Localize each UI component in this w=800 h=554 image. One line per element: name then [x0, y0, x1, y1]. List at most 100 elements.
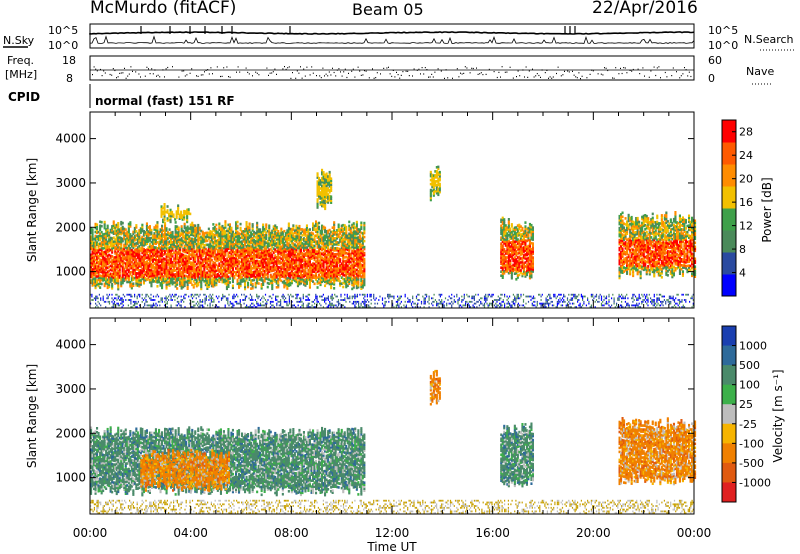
echo-cell	[242, 266, 245, 269]
echo-cell	[271, 285, 274, 289]
echo-cell	[230, 236, 233, 240]
nave-mark	[127, 75, 129, 77]
echo-cell	[236, 238, 239, 242]
echo-cell	[96, 267, 99, 270]
echo-cell	[111, 255, 114, 258]
echo-cell	[218, 254, 221, 257]
echo-cell	[108, 249, 111, 253]
echo-cell	[121, 261, 124, 265]
echo-cell	[215, 283, 218, 287]
echo-cell	[106, 260, 109, 264]
echo-cell	[281, 275, 284, 278]
echo-cell	[228, 241, 231, 244]
echo-cell	[204, 275, 207, 279]
nave-mark	[463, 72, 465, 74]
echo-cell	[138, 241, 141, 244]
echo-cell	[259, 236, 262, 239]
echo-cell	[132, 246, 135, 250]
echo-cell	[296, 268, 299, 272]
echo-cell	[209, 260, 212, 263]
echo-cell	[225, 259, 228, 263]
echo-cell	[118, 256, 121, 259]
echo-cell	[158, 232, 161, 236]
echo-cell	[256, 273, 259, 277]
echo-cell	[266, 241, 269, 245]
echo-cell	[274, 250, 277, 253]
echo-cell	[301, 246, 304, 249]
nave-mark	[412, 75, 413, 77]
echo-cell	[244, 229, 247, 233]
echo-cell	[299, 282, 302, 285]
echo-cell	[230, 244, 233, 248]
echo-cell	[191, 231, 194, 235]
nave-mark	[618, 73, 620, 75]
echo-cell	[239, 236, 242, 240]
echo-cell	[308, 260, 311, 263]
echo-cell	[165, 237, 168, 240]
echo-cell	[132, 256, 135, 260]
echo-cell	[186, 279, 189, 282]
echo-cell	[154, 246, 157, 249]
echo-cell	[283, 259, 286, 263]
echo-cell	[247, 233, 250, 237]
echo-cell	[219, 226, 222, 229]
echo-cell	[206, 231, 209, 235]
echo-cell	[281, 233, 284, 236]
echo-cell	[114, 256, 117, 259]
echo-cell	[191, 241, 194, 245]
echo-cell	[235, 261, 238, 264]
echo-cell	[141, 251, 144, 255]
echo-cell	[154, 264, 157, 267]
echo-cell	[259, 260, 262, 263]
echo-cell	[295, 246, 298, 250]
echo-cell	[161, 258, 164, 262]
echo-cell	[257, 256, 260, 259]
echo-cell	[228, 247, 231, 250]
echo-cell	[127, 250, 130, 254]
echo-cell	[286, 257, 289, 260]
echo-cell	[277, 269, 280, 273]
echo-cell	[182, 253, 185, 257]
echo-cell	[185, 234, 188, 238]
echo-cell	[221, 264, 224, 268]
echo-cell	[126, 272, 129, 276]
echo-cell	[241, 280, 244, 283]
echo-cell	[183, 230, 186, 234]
echo-cell	[305, 238, 308, 241]
echo-cell	[174, 257, 177, 260]
echo-cell	[268, 250, 271, 254]
nave-mark	[189, 72, 191, 74]
echo-cell	[298, 246, 301, 250]
echo-cell	[272, 235, 275, 238]
echo-cell	[295, 264, 298, 268]
nave-mark	[394, 76, 396, 78]
nave-mark	[202, 74, 204, 76]
echo-cell	[200, 275, 203, 279]
echo-cell	[225, 241, 228, 245]
echo-cell	[227, 277, 230, 281]
echo-cell	[170, 281, 173, 284]
echo-cell	[212, 223, 215, 226]
echo-cell	[188, 281, 191, 284]
echo-cell	[186, 245, 189, 248]
echo-cell	[268, 234, 271, 238]
echo-cell	[268, 236, 271, 240]
echo-cell	[97, 256, 100, 260]
echo-cell	[218, 280, 221, 283]
echo-cell	[274, 248, 277, 251]
echo-cell	[154, 230, 157, 234]
echo-cell	[188, 245, 191, 248]
echo-cell	[135, 250, 138, 253]
echo-cell	[141, 239, 144, 243]
echo-cell	[150, 270, 153, 274]
echo-cell	[185, 270, 188, 274]
echo-cell	[219, 264, 222, 267]
echo-cell	[198, 250, 201, 254]
echo-cell	[126, 232, 129, 236]
echo-cell	[230, 254, 233, 258]
echo-cell	[222, 258, 225, 262]
echo-cell	[117, 257, 120, 261]
echo-cell	[299, 250, 302, 253]
nave-mark	[365, 70, 367, 72]
nave-mark	[96, 70, 98, 72]
